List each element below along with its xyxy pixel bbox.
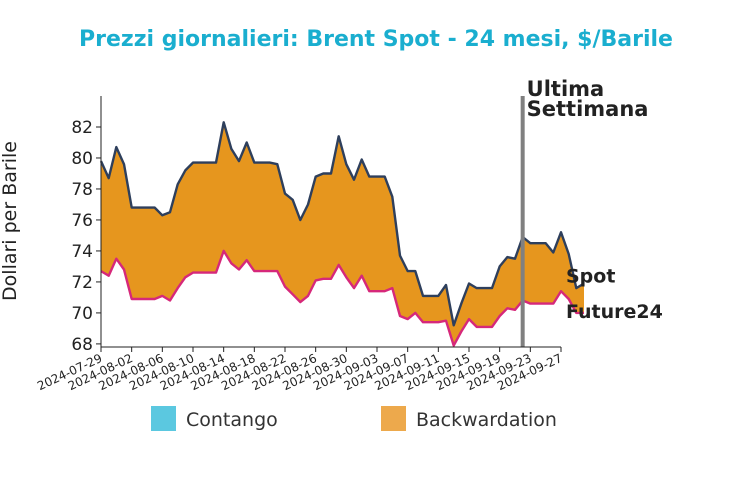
y-tick-label: 68 (71, 335, 93, 355)
marker-label-line1: Ultima (527, 77, 605, 101)
series-line-spot (99, 121, 585, 327)
y-tick-label: 76 (71, 211, 93, 231)
legend-swatch-contango (151, 406, 176, 431)
y-tick-label: 74 (71, 242, 93, 262)
y-tick-label: 72 (71, 273, 93, 293)
legend-label-contango: Contango (186, 409, 278, 431)
legend-swatch-backwardation (381, 406, 406, 431)
y-tick-label: 82 (71, 118, 93, 138)
y-tick-label: 70 (71, 304, 93, 324)
y-tick-label: 80 (71, 149, 93, 169)
legend-label-backwardation: Backwardation (416, 409, 557, 431)
marker-label-line2: Settimana (527, 97, 649, 121)
chart-title: Prezzi giornalieri: Brent Spot - 24 mesi… (79, 27, 673, 52)
y-tick-label: 78 (71, 180, 93, 200)
y-axis-label: Dollari per Barile (0, 141, 21, 301)
series-label-spot: Spot (566, 265, 615, 287)
series-line-future24 (100, 249, 584, 347)
legend: Contango Backwardation (151, 406, 557, 431)
series-label-future24: Future24 (566, 301, 663, 323)
backwardation-area (101, 122, 584, 346)
